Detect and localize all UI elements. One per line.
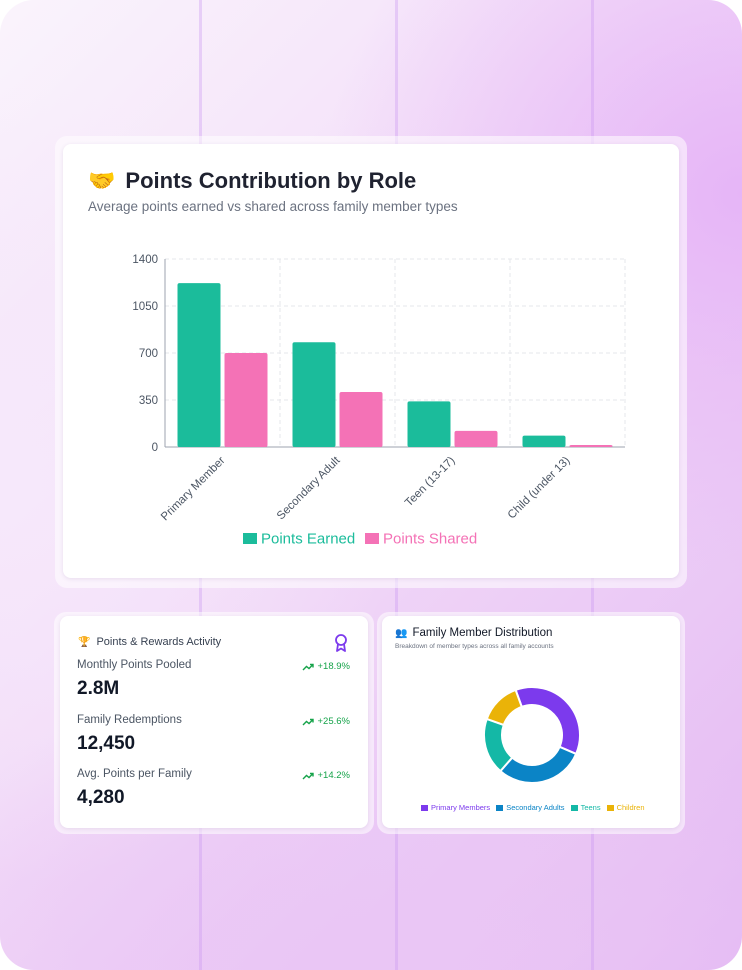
- bar-points-shared: [224, 353, 268, 447]
- stat-label: Family Redemptions: [77, 714, 182, 726]
- bar-points-earned: [407, 401, 451, 447]
- chart-title: Points Contribution by Role: [125, 168, 417, 193]
- legend-label: Teens: [580, 803, 601, 812]
- x-tick-label: Secondary Adult: [275, 454, 343, 522]
- donut-slice-children: [485, 688, 524, 727]
- bar-points-shared: [339, 391, 383, 447]
- award-icon: [335, 634, 347, 652]
- handshake-icon: 🤝: [88, 168, 116, 193]
- y-tick-label: 700: [139, 348, 158, 360]
- trend-up-icon: [302, 663, 314, 670]
- y-tick-label: 1050: [132, 301, 158, 313]
- family-distribution-card: [382, 616, 680, 828]
- bar-points-earned: [292, 342, 336, 447]
- trophy-icon: 🏆: [78, 636, 91, 648]
- stat-value: 12,450: [77, 733, 136, 754]
- donut-legend: Primary Members Secondary Adults Teens Chil…: [421, 803, 645, 812]
- legend-swatch: [570, 804, 578, 811]
- trend-up-icon: [302, 772, 314, 779]
- distribution-subtitle: Breakdown of member types across all fam…: [395, 643, 554, 650]
- legend-label: Secondary Adults: [506, 803, 565, 812]
- stats-title: Points & Rewards Activity: [96, 636, 222, 648]
- x-tick-label: Child (under 13): [506, 455, 573, 522]
- stat-label: Avg. Points per Family: [77, 768, 192, 780]
- x-tick-label: Teen (13-17): [403, 455, 458, 510]
- legend-item: Teens: [570, 803, 601, 812]
- donut-slice-teens: [483, 717, 514, 773]
- stat-change: +14.2%: [302, 770, 351, 781]
- stat-change: +18.9%: [302, 661, 351, 672]
- legend-swatch: [365, 533, 379, 544]
- bar-points-shared: [454, 430, 498, 447]
- legend-swatch: [496, 804, 504, 811]
- people-icon: 👥: [395, 627, 408, 639]
- legend-label: Points Earned: [261, 531, 355, 548]
- stat-change: +25.6%: [302, 716, 351, 727]
- legend-label: Primary Members: [431, 803, 491, 812]
- bar-points-earned: [522, 435, 566, 447]
- legend-item: Primary Members: [421, 803, 490, 812]
- stat-change-value: +14.2%: [317, 770, 351, 781]
- y-tick-label: 350: [139, 395, 158, 407]
- points-rewards-card: [60, 616, 368, 828]
- trend-up-icon: [302, 718, 314, 725]
- stat-change-value: +25.6%: [317, 716, 351, 727]
- legend-label: Children: [616, 803, 645, 812]
- distribution-title: Family Member Distribution: [412, 627, 553, 639]
- page-title: 🤝 Points Contribution by Role: [88, 168, 416, 194]
- legend-item: Children: [606, 803, 645, 812]
- bar-points-earned: [177, 283, 221, 447]
- bar-chart: 0 350 700 1050 1400 Primary Member Secondary A…: [132, 254, 626, 548]
- donut-slice-primary-members: [514, 686, 581, 756]
- legend-swatch: [243, 533, 257, 544]
- x-tick-label: Primary Member: [159, 455, 228, 524]
- legend-label: Points Shared: [383, 531, 477, 548]
- bar-points-shared: [569, 444, 613, 447]
- legend-swatch: [606, 804, 614, 811]
- y-tick-label: 0: [152, 442, 158, 454]
- stat-label: Monthly Points Pooled: [77, 659, 192, 671]
- distribution-header: 👥 Family Member Distribution: [395, 627, 552, 639]
- chart-subtitle: Average points earned vs shared across f…: [88, 199, 458, 214]
- stat-value: 4,280: [77, 787, 125, 808]
- donut-slice-secondary-adults: [498, 745, 578, 784]
- legend-swatch: [421, 804, 428, 811]
- donut-chart: [483, 686, 581, 784]
- stats-header: 🏆 Points & Rewards Activity: [78, 636, 221, 648]
- y-tick-label: 1400: [132, 254, 158, 266]
- legend-item: Secondary Adults: [496, 803, 565, 812]
- points-contribution-card: [63, 144, 679, 578]
- stat-value: 2.8M: [77, 678, 120, 699]
- stat-change-value: +18.9%: [317, 661, 351, 672]
